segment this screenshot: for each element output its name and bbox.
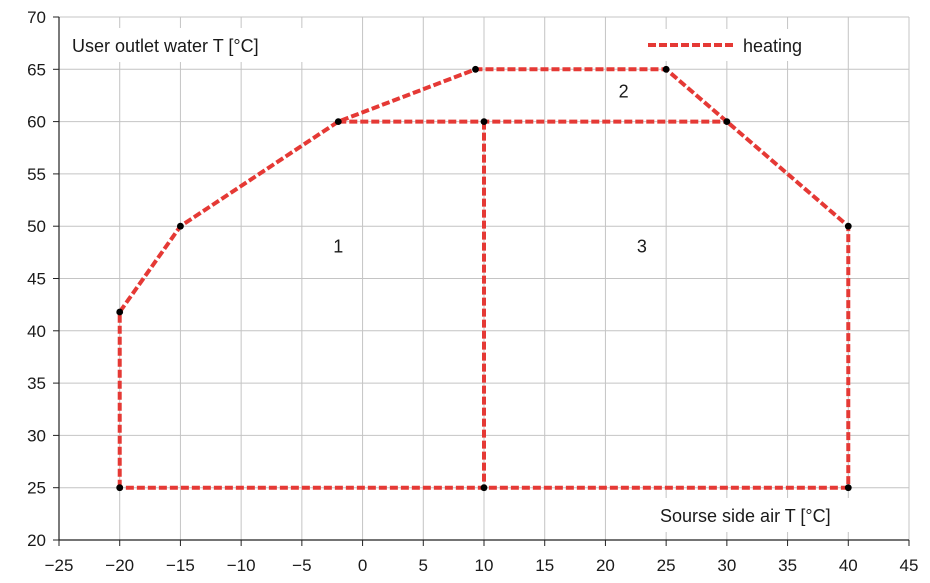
y-tick-label: 45 <box>27 270 46 289</box>
x-tick-label: 10 <box>475 556 494 575</box>
x-tick-label: 25 <box>657 556 676 575</box>
x-tick-label: 5 <box>419 556 428 575</box>
y-tick-label: 25 <box>27 479 46 498</box>
x-axis-label: Sourse side air T [°C] <box>660 506 831 526</box>
region-labels: 1 2 3 <box>333 82 647 257</box>
x-tick-label: −25 <box>45 556 74 575</box>
vertex-point <box>723 118 731 125</box>
legend-label-heating: heating <box>743 36 802 56</box>
x-tick-label: 0 <box>358 556 367 575</box>
y-tick-label: 40 <box>27 322 46 341</box>
region-label: 2 <box>619 82 629 102</box>
x-tick-label: 15 <box>535 556 554 575</box>
x-tick-label: −20 <box>105 556 134 575</box>
region-label: 3 <box>637 236 647 256</box>
vertex-point <box>844 222 852 230</box>
vertex-markers <box>116 65 852 492</box>
x-tick-label: 40 <box>839 556 858 575</box>
y-tick-label: 60 <box>27 113 46 132</box>
x-tick-label: −10 <box>227 556 256 575</box>
y-tick-label: 70 <box>27 8 46 27</box>
y-tick-label: 30 <box>27 426 46 445</box>
y-tick-label: 55 <box>27 165 46 184</box>
vertex-point <box>480 118 488 125</box>
vertex-point <box>844 484 852 492</box>
y-tick-labels: 20 25 30 35 40 45 50 55 60 65 70 <box>27 8 46 550</box>
x-tick-labels: −25 −20 −15 −10 −5 0 5 10 15 20 25 30 35 40 45 <box>45 556 919 575</box>
x-tick-label: 35 <box>778 556 797 575</box>
x-tick-label: −15 <box>166 556 195 575</box>
vertex-point <box>116 484 124 492</box>
x-tick-label: 20 <box>596 556 615 575</box>
x-tick-label: 45 <box>900 556 919 575</box>
vertex-point <box>480 484 488 492</box>
y-tick-label: 20 <box>27 531 46 550</box>
y-tick-label: 50 <box>27 217 46 236</box>
x-tick-label: 30 <box>717 556 736 575</box>
x-axis-label-bg <box>654 498 892 532</box>
y-axis-label-bg <box>62 28 347 62</box>
vertex-point <box>662 65 670 73</box>
y-tick-label: 65 <box>27 60 46 79</box>
axes <box>53 16 910 546</box>
vertex-point <box>177 222 184 230</box>
y-tick-label: 35 <box>27 374 46 393</box>
vertex-point <box>116 308 124 316</box>
region-label: 1 <box>333 236 343 256</box>
x-tick-label: −5 <box>292 556 311 575</box>
vertex-point <box>334 118 342 125</box>
y-axis-label: User outlet water T [°C] <box>72 36 259 56</box>
vertex-point <box>472 65 479 73</box>
